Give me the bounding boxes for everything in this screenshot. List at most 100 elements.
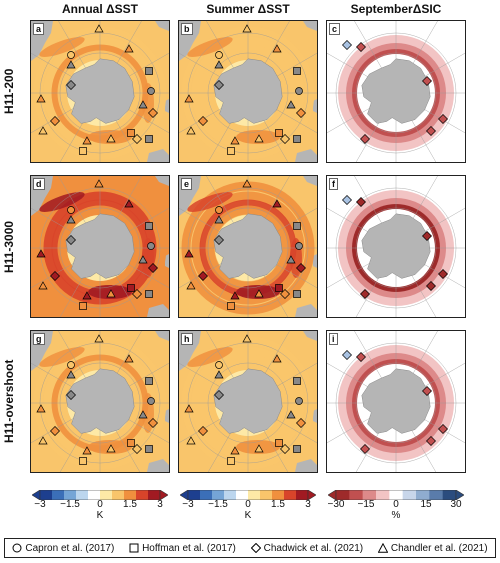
proxy-marker — [186, 436, 196, 445]
proxy-marker — [36, 94, 46, 103]
proxy-marker — [272, 354, 282, 363]
proxy-marker — [124, 199, 134, 208]
panel-label: a — [33, 23, 45, 35]
legend-label: Chadwick et al. (2021) — [263, 542, 364, 554]
proxy-marker — [356, 42, 366, 52]
proxy-marker — [426, 281, 436, 291]
panel-label: i — [329, 333, 338, 345]
proxy-marker — [342, 40, 352, 50]
proxy-marker — [214, 80, 224, 90]
proxy-marker — [38, 126, 48, 135]
proxy-marker — [67, 206, 75, 214]
map-panel-g: g — [30, 330, 170, 473]
proxy-marker — [356, 352, 366, 362]
proxy-marker — [82, 291, 92, 300]
proxy-marker — [342, 350, 352, 360]
proxy-marker — [214, 235, 224, 245]
panel-label: b — [181, 23, 193, 35]
proxy-marker — [138, 100, 148, 109]
proxy-marker — [138, 410, 148, 419]
proxy-marker — [230, 446, 240, 455]
proxy-marker — [148, 263, 158, 273]
colorbar-unit-label: K — [96, 510, 104, 521]
proxy-marker — [106, 134, 116, 143]
proxy-marker — [280, 134, 290, 144]
proxy-marker — [82, 446, 92, 455]
proxy-marker — [145, 445, 153, 453]
proxy-marker — [198, 426, 208, 436]
colorbar-tick-label: 0 — [245, 499, 251, 510]
legend-item-chadwick: Chadwick et al. (2021) — [250, 542, 364, 554]
proxy-marker — [296, 263, 306, 273]
proxy-marker — [148, 108, 158, 118]
polar-map-f — [327, 176, 465, 317]
polar-map-e — [179, 176, 317, 317]
proxy-marker — [422, 76, 432, 86]
colorbar-0 — [31, 487, 169, 505]
proxy-marker — [438, 114, 448, 124]
proxy-marker — [94, 24, 104, 33]
proxy-marker — [145, 377, 153, 385]
colorbar-2 — [327, 487, 465, 505]
proxy-marker — [184, 94, 194, 103]
proxy-marker — [242, 24, 252, 33]
colorbar-unit-label: K — [244, 510, 252, 521]
proxy-marker — [215, 361, 223, 369]
proxy-marker — [36, 404, 46, 413]
proxy-marker — [145, 135, 153, 143]
proxy-marker — [342, 195, 352, 205]
map-panel-c: c — [326, 20, 466, 163]
proxy-marker — [214, 370, 224, 379]
proxy-marker — [293, 67, 301, 75]
proxy-marker — [426, 436, 436, 446]
proxy-marker — [145, 290, 153, 298]
row-title-h11-overshoot: H11-overshoot — [2, 359, 16, 444]
proxy-marker — [254, 289, 264, 298]
proxy-marker — [272, 44, 282, 53]
proxy-marker — [360, 444, 370, 454]
proxy-marker — [186, 126, 196, 135]
proxy-marker — [360, 289, 370, 299]
proxy-marker — [132, 134, 142, 144]
proxy-marker — [50, 426, 60, 436]
proxy-marker — [106, 289, 116, 298]
proxy-marker — [295, 242, 303, 250]
colorbar-tick-label: −30 — [327, 499, 345, 510]
proxy-marker — [67, 361, 75, 369]
map-panel-d: d — [30, 175, 170, 318]
row-title-h11-3000: H11-3000 — [2, 220, 16, 273]
proxy-marker — [230, 136, 240, 145]
legend-item-capron: Capron et al. (2017) — [12, 543, 114, 554]
proxy-marker — [293, 135, 301, 143]
panel-label: c — [329, 23, 341, 35]
proxy-marker — [254, 134, 264, 143]
proxy-marker — [186, 281, 196, 290]
proxy-marker — [66, 215, 76, 224]
proxy-marker — [295, 87, 303, 95]
map-panel-a: a — [30, 20, 170, 163]
legend-label: Capron et al. (2017) — [25, 542, 115, 554]
column-title-annual-sst: Annual ΔSST — [62, 2, 138, 16]
proxy-marker — [286, 410, 296, 419]
colorbar-tick-label: 3 — [305, 499, 311, 510]
proxy-marker — [79, 457, 87, 465]
panel-label: f — [329, 178, 338, 190]
proxy-marker — [214, 390, 224, 400]
legend-label: Hoffman et al. (2017) — [142, 542, 236, 554]
proxy-marker — [67, 51, 75, 59]
proxy-marker — [38, 436, 48, 445]
proxy-marker — [227, 457, 235, 465]
colorbar-tick-label: 15 — [420, 499, 432, 510]
proxy-marker — [147, 397, 155, 405]
proxy-marker — [360, 134, 370, 144]
proxy-marker — [227, 147, 235, 155]
proxy-marker — [296, 418, 306, 428]
proxy-marker — [66, 80, 76, 90]
diamond-marker-icon — [250, 543, 261, 553]
proxy-marker — [36, 249, 46, 258]
row-title-h11-200: H11-200 — [2, 68, 16, 115]
column-title-september-sic: SeptemberΔSIC — [350, 2, 442, 16]
proxy-marker — [66, 60, 76, 69]
proxy-marker — [438, 269, 448, 279]
proxy-marker — [272, 199, 282, 208]
